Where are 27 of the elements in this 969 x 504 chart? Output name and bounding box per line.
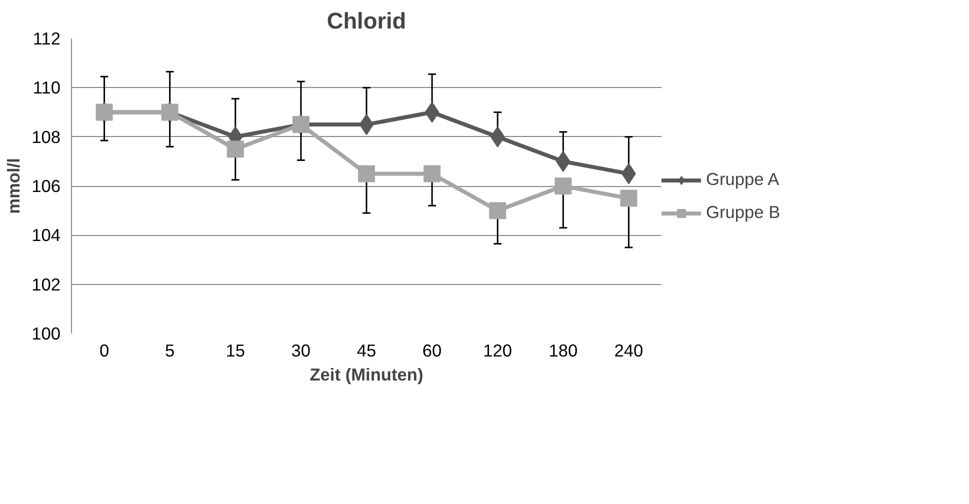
legend-label: Gruppe A	[706, 169, 780, 190]
x-tick-label: 15	[226, 340, 246, 360]
point	[424, 165, 441, 182]
legend-label: Gruppe B	[706, 202, 782, 223]
y-tick-label: 106	[32, 176, 61, 196]
y-tick-label: 110	[32, 78, 61, 98]
point	[489, 202, 506, 220]
chart-title: Chlorid	[326, 8, 406, 34]
y-tick-label: 112	[32, 28, 61, 48]
y-axis-title: mmol/l	[4, 158, 24, 214]
point	[226, 140, 244, 158]
x-tick-label: 240	[614, 340, 644, 360]
y-tick-label: 102	[32, 274, 61, 294]
y-tick-label: 108	[32, 126, 61, 147]
x-tick-label: 60	[422, 340, 442, 360]
x-tick-label: 120	[483, 340, 512, 360]
point	[620, 190, 638, 207]
x-tick-label: 30	[291, 340, 311, 360]
x-tick-label: 180	[548, 340, 578, 360]
x-tick-label: 5	[165, 340, 175, 360]
y-tick-label: 100	[32, 324, 61, 344]
x-tick-label: 45	[356, 340, 376, 360]
x-tick-label: 0	[99, 340, 110, 360]
y-tick-label: 104	[32, 225, 61, 246]
x-axis-title: Zeit (Minuten)	[310, 364, 424, 384]
point	[554, 178, 572, 194]
point	[358, 165, 375, 182]
